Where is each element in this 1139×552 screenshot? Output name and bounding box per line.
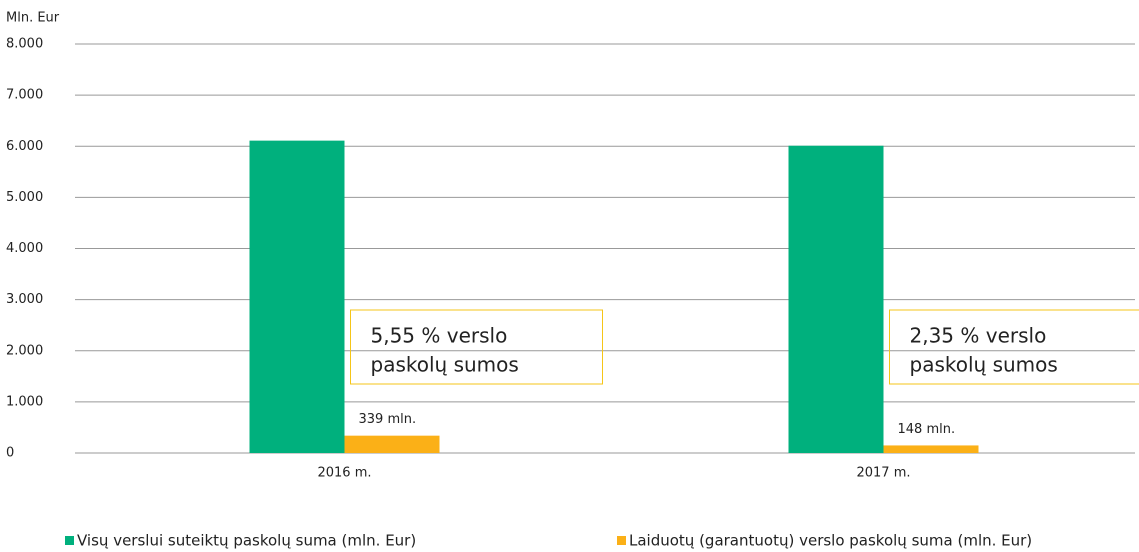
annotation-text: paskolų sumos (910, 353, 1058, 377)
value-label: 339 mln. (359, 412, 417, 427)
y-tick-label: 7.000 (6, 88, 43, 103)
bar (883, 445, 979, 453)
legend-swatch (65, 536, 74, 545)
bar (344, 435, 440, 453)
legend-swatch (617, 536, 626, 545)
y-tick-label: 8.000 (6, 37, 43, 52)
x-tick-label: 2016 m. (317, 466, 371, 481)
annotation-box (889, 309, 1139, 385)
bar (249, 140, 345, 453)
annotation-text: 5,55 % verslo (371, 324, 508, 348)
y-axis-label: Mln. Eur (6, 11, 60, 26)
bar (788, 145, 884, 453)
x-tick-label: 2017 m. (856, 466, 910, 481)
value-label: 148 mln. (898, 422, 956, 437)
legend-label: Laiduotų (garantuotų) verslo paskolų sum… (629, 532, 1032, 550)
legend-label: Visų verslui suteiktų paskolų suma (mln.… (77, 532, 416, 550)
y-tick-label: 3.000 (6, 292, 43, 307)
annotation-text: 2,35 % verslo (910, 324, 1047, 348)
y-tick-label: 5.000 (6, 190, 43, 205)
y-tick-label: 1.000 (6, 394, 43, 409)
y-tick-label: 0 (6, 446, 14, 461)
y-tick-label: 4.000 (6, 241, 43, 256)
annotation-box (350, 309, 603, 385)
y-tick-label: 6.000 (6, 139, 43, 154)
y-tick-label: 2.000 (6, 343, 43, 358)
annotation-text: paskolų sumos (371, 353, 519, 377)
